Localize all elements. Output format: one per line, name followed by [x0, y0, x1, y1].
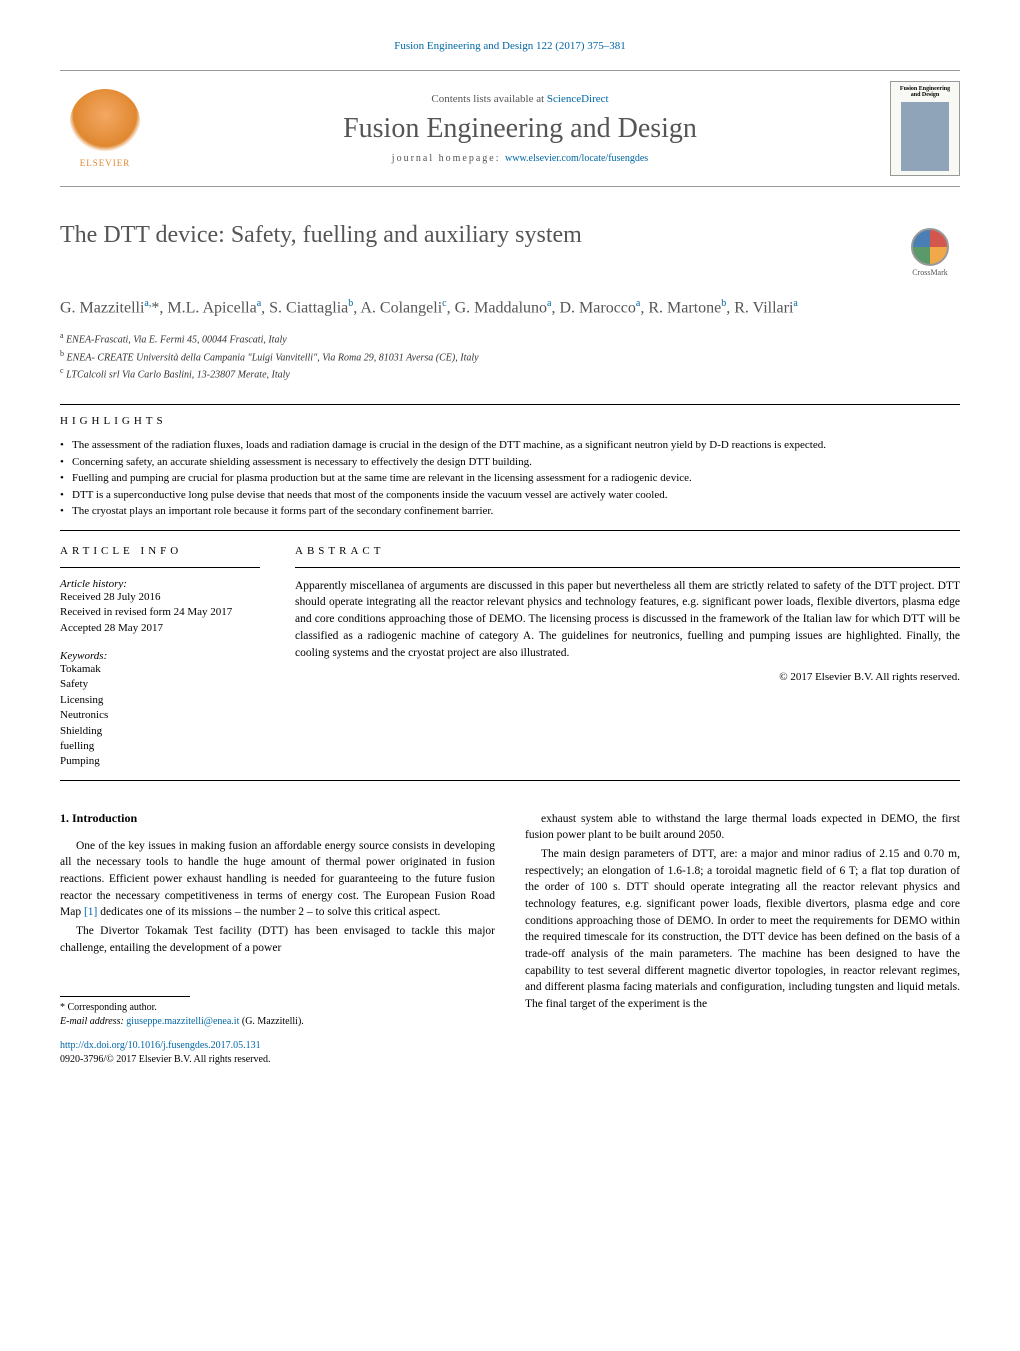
- article-title-row: The DTT device: Safety, fuelling and aux…: [60, 222, 960, 282]
- history-label: Article history:: [60, 578, 260, 590]
- homepage-link[interactable]: www.elsevier.com/locate/fusengdes: [505, 153, 648, 164]
- article-info-label: ARTICLE INFO: [60, 545, 260, 557]
- crossmark-icon: [911, 228, 949, 266]
- corresponding-label: * Corresponding author.: [60, 1001, 495, 1015]
- journal-homepage-line: journal homepage: www.elsevier.com/locat…: [392, 153, 648, 164]
- body-text-right: exhaust system able to withstand the lar…: [525, 811, 960, 1013]
- crossmark-label: CrossMark: [912, 268, 948, 277]
- info-abstract-row: ARTICLE INFO Article history: Received 2…: [60, 545, 960, 770]
- cover-title: Fusion Engineering and Design: [895, 86, 955, 98]
- history-line: Accepted 28 May 2017: [60, 621, 260, 636]
- body-columns: 1. Introduction One of the key issues in…: [60, 811, 960, 1068]
- body-paragraph: One of the key issues in making fusion a…: [60, 838, 495, 921]
- history-lines: Received 28 July 2016Received in revised…: [60, 590, 260, 636]
- email-name: (G. Mazzitelli).: [239, 1016, 303, 1027]
- footer-rule: [60, 996, 190, 997]
- history-line: Received in revised form 24 May 2017: [60, 605, 260, 620]
- authors-list: G. Mazzitellia,*, M.L. Apicellaa, S. Cia…: [60, 296, 960, 320]
- keyword-item: Neutronics: [60, 708, 260, 723]
- body-paragraph: exhaust system able to withstand the lar…: [525, 811, 960, 844]
- sciencedirect-link[interactable]: ScienceDirect: [547, 93, 609, 105]
- email-line: E-mail address: giuseppe.mazzitelli@enea…: [60, 1015, 495, 1029]
- history-line: Received 28 July 2016: [60, 590, 260, 605]
- body-paragraph: The main design parameters of DTT, are: …: [525, 846, 960, 1013]
- keyword-item: Pumping: [60, 754, 260, 769]
- contents-available-line: Contents lists available at ScienceDirec…: [431, 93, 608, 105]
- email-label: E-mail address:: [60, 1016, 126, 1027]
- affiliation-line: b ENEA- CREATE Università della Campania…: [60, 348, 960, 365]
- body-paragraph: The Divertor Tokamak Test facility (DTT)…: [60, 923, 495, 956]
- highlights-label: HIGHLIGHTS: [60, 415, 960, 427]
- keyword-item: Shielding: [60, 724, 260, 739]
- page-container: Fusion Engineering and Design 122 (2017)…: [0, 0, 1020, 1097]
- keywords-list: TokamakSafetyLicensingNeutronicsShieldin…: [60, 662, 260, 770]
- highlight-item: DTT is a superconductive long pulse devi…: [60, 487, 960, 504]
- article-info-column: ARTICLE INFO Article history: Received 2…: [60, 545, 260, 770]
- highlight-item: Fuelling and pumping are crucial for pla…: [60, 470, 960, 487]
- corresponding-email-link[interactable]: giuseppe.mazzitelli@enea.it: [126, 1016, 239, 1027]
- highlights-list: The assessment of the radiation fluxes, …: [60, 437, 960, 520]
- body-column-right: exhaust system able to withstand the lar…: [525, 811, 960, 1068]
- keyword-item: Safety: [60, 677, 260, 692]
- cover-image-placeholder: [901, 102, 949, 171]
- highlight-item: Concerning safety, an accurate shielding…: [60, 454, 960, 471]
- issn-copyright-line: 0920-3796/© 2017 Elsevier B.V. All right…: [60, 1053, 495, 1067]
- journal-header-reference: Fusion Engineering and Design 122 (2017)…: [60, 40, 960, 52]
- rule: [60, 530, 960, 531]
- abstract-label: ABSTRACT: [295, 545, 960, 557]
- citation-link[interactable]: [1]: [84, 906, 97, 918]
- affiliation-line: c LTCalcoli srl Via Carlo Baslini, 13-23…: [60, 365, 960, 382]
- abstract-text: Apparently miscellanea of arguments are …: [295, 578, 960, 661]
- journal-banner: ELSEVIER Contents lists available at Sci…: [60, 70, 960, 187]
- keyword-item: Tokamak: [60, 662, 260, 677]
- journal-cover-thumbnail: Fusion Engineering and Design: [890, 81, 960, 176]
- doi-link[interactable]: http://dx.doi.org/10.1016/j.fusengdes.20…: [60, 1039, 495, 1053]
- body-column-left: 1. Introduction One of the key issues in…: [60, 811, 495, 1068]
- rule: [60, 567, 260, 568]
- affiliations-list: a ENEA-Frascati, Via E. Fermi 45, 00044 …: [60, 330, 960, 382]
- section-heading-introduction: 1. Introduction: [60, 811, 495, 826]
- rule: [295, 567, 960, 568]
- contents-prefix: Contents lists available at: [431, 93, 546, 105]
- rule: [60, 404, 960, 405]
- abstract-copyright: © 2017 Elsevier B.V. All rights reserved…: [295, 671, 960, 683]
- elsevier-logo: ELSEVIER: [60, 81, 150, 176]
- journal-title: Fusion Engineering and Design: [343, 113, 697, 145]
- abstract-column: ABSTRACT Apparently miscellanea of argum…: [295, 545, 960, 770]
- crossmark-badge[interactable]: CrossMark: [900, 222, 960, 282]
- article-title: The DTT device: Safety, fuelling and aux…: [60, 222, 582, 249]
- keyword-item: Licensing: [60, 693, 260, 708]
- highlight-item: The assessment of the radiation fluxes, …: [60, 437, 960, 454]
- highlight-item: The cryostat plays an important role bec…: [60, 503, 960, 520]
- corresponding-author-footer: * Corresponding author. E-mail address: …: [60, 996, 495, 1067]
- keywords-label: Keywords:: [60, 650, 260, 662]
- body-text-left: One of the key issues in making fusion a…: [60, 838, 495, 957]
- affiliation-line: a ENEA-Frascati, Via E. Fermi 45, 00044 …: [60, 330, 960, 347]
- homepage-prefix: journal homepage:: [392, 153, 505, 164]
- keyword-item: fuelling: [60, 739, 260, 754]
- rule: [60, 780, 960, 781]
- elsevier-tree-icon: [70, 89, 140, 154]
- banner-center: Contents lists available at ScienceDirec…: [170, 93, 870, 164]
- elsevier-label: ELSEVIER: [80, 158, 131, 168]
